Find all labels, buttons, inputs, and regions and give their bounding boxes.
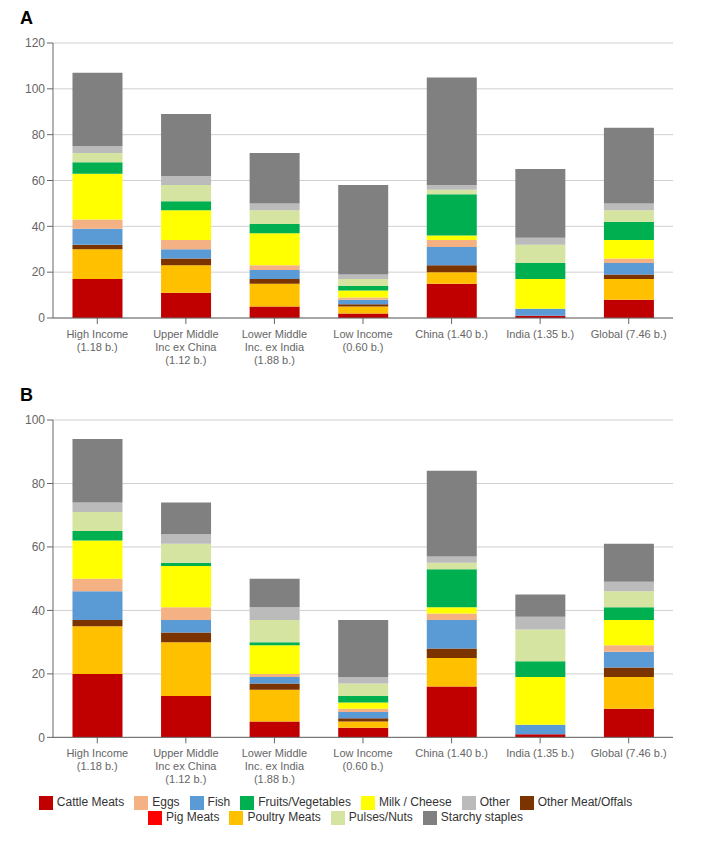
html-text:Poultry Meats: Poultry Meats: [247, 810, 321, 825]
svg-text:Lower MiddleInc. ex India(1.88: Lower MiddleInc. ex India(1.88 b.): [242, 747, 307, 785]
svg-text:High Income(1.18 b.): High Income(1.18 b.): [66, 747, 128, 772]
svg-text:100: 100: [25, 413, 45, 427]
svg-text:Low Income(0.60 b.): Low Income(0.60 b.): [333, 747, 392, 772]
svg-text:20: 20: [32, 265, 46, 279]
svg-text:0: 0: [38, 311, 45, 325]
html-text:B: B: [20, 385, 33, 405]
svg-text:120: 120: [25, 36, 45, 50]
svg-text:High Income(1.18 b.): High Income(1.18 b.): [66, 328, 128, 353]
svg-text:China (1.40 b.): China (1.40 b.): [415, 747, 488, 759]
svg-text:80: 80: [32, 477, 46, 491]
html-text:Cattle Meats: Cattle Meats: [56, 795, 125, 810]
html-text:Milk / Cheese: Milk / Cheese: [379, 795, 452, 810]
svg-text:India (1.35 b.): India (1.35 b.): [506, 747, 574, 759]
svg-text:100: 100: [25, 82, 45, 96]
svg-text:80: 80: [32, 128, 46, 142]
svg-text:40: 40: [32, 604, 46, 618]
svg-text:Upper MiddleInc ex China(1.12: Upper MiddleInc ex China(1.12 b.): [153, 328, 218, 366]
svg-text:Global (7.46 b.): Global (7.46 b.): [591, 747, 667, 759]
html-text:Fish: Fish: [207, 795, 231, 810]
svg-text:0: 0: [38, 731, 45, 745]
svg-text:India (1.35 b.): India (1.35 b.): [506, 328, 574, 340]
html-text:Pulses/Nuts: Pulses/Nuts: [348, 810, 413, 825]
svg-text:60: 60: [32, 540, 46, 554]
html-text:Other: Other: [479, 795, 510, 810]
svg-text:40: 40: [32, 220, 46, 234]
html-text:Pig Meats: Pig Meats: [166, 810, 220, 825]
html-text:Fruits/Vegetables: Fruits/Vegetables: [258, 795, 351, 810]
html-text:Other Meat/Offals: Other Meat/Offals: [537, 795, 633, 810]
svg-text:20: 20: [32, 667, 46, 681]
svg-text:Low Income(0.60 b.): Low Income(0.60 b.): [333, 328, 392, 353]
html-text:Eggs: Eggs: [152, 795, 180, 810]
svg-text:Lower MiddleInc. ex India(1.88: Lower MiddleInc. ex India(1.88 b.): [242, 328, 307, 366]
html-text:A: A: [20, 8, 33, 28]
html-text:Starchy staples: Starchy staples: [440, 810, 523, 825]
svg-text:Upper MiddleInc ex China(1.12: Upper MiddleInc ex China(1.12 b.): [153, 747, 218, 785]
svg-text:Global (7.46 b.): Global (7.46 b.): [591, 328, 667, 340]
svg-text:China (1.40 b.): China (1.40 b.): [415, 328, 488, 340]
svg-text:60: 60: [32, 174, 46, 188]
